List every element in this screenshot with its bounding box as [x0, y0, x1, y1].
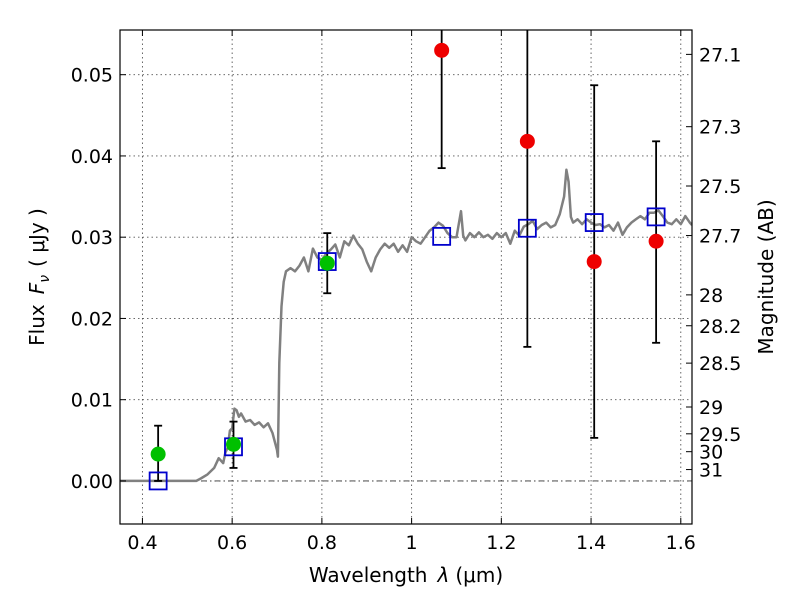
x-tick-label: 1.2 [486, 532, 516, 554]
model-band-square [517, 218, 537, 238]
detected-flux-point [319, 255, 335, 271]
y-tick-label: 0.05 [71, 65, 113, 87]
magnitude-tick-label: 31 [699, 460, 723, 482]
model-band-square [432, 226, 452, 246]
x-axis-label: Wavelength λ (μm) [309, 563, 503, 587]
magnitude-tick-label: 30 [699, 442, 723, 464]
y-axis-label: FluxFν( μJy ) [25, 208, 53, 346]
magnitude-tick-label: 27.5 [699, 176, 741, 198]
x-tick-label: 0.4 [127, 532, 157, 554]
detected-flux-point [150, 446, 166, 462]
x-tick-label: 1.6 [666, 532, 696, 554]
magnitude-tick-label: 27.7 [699, 226, 741, 248]
y-tick-label: 0.00 [71, 471, 113, 493]
detected-flux-point [226, 436, 242, 452]
magnitude-tick-label: 28.5 [699, 353, 741, 375]
model-band-square [584, 213, 604, 232]
model-band-square [646, 207, 666, 227]
x-tick-label: 0.8 [307, 532, 337, 554]
magnitude-tick-label: 27.1 [699, 44, 741, 66]
magnitude-tick-label: 29.5 [699, 424, 741, 446]
magnitude-axis-label: Magnitude (AB) [754, 199, 778, 354]
observed-flux-point [434, 42, 450, 58]
x-tick-label: 0.6 [217, 532, 247, 554]
y-tick-label: 0.01 [71, 390, 113, 412]
magnitude-tick-label: 28 [699, 285, 723, 307]
observed-flux-point [519, 133, 535, 149]
observed-flux-point [586, 254, 602, 270]
observed-flux-point [648, 233, 664, 249]
plot-frame [119, 29, 693, 525]
magnitude-tick-label: 27.3 [699, 117, 741, 139]
x-tick-label: 1.4 [576, 532, 606, 554]
y-tick-label: 0.03 [71, 227, 113, 249]
y-tick-label: 0.02 [71, 308, 113, 330]
y-tick-label: 0.04 [71, 146, 113, 168]
axis-ticks: 0.4 0.6 0.8 1 1.2 1.4 1.6 0.00 0.01 0.02 0.03 0.04 0… [71, 30, 741, 554]
grid-lines [120, 30, 692, 524]
magnitude-tick-label: 29 [699, 397, 723, 419]
magnitude-tick-label: 28.2 [699, 316, 741, 338]
x-tick-label: 1 [406, 532, 418, 554]
plot-area [120, 30, 692, 491]
model-spectrum-line [120, 168, 692, 483]
model-band-square [148, 471, 168, 491]
